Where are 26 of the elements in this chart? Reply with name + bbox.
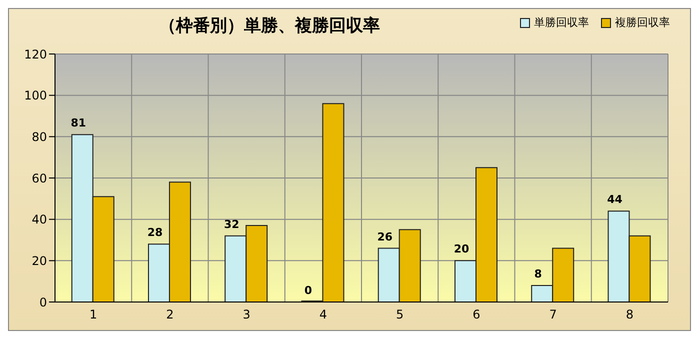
y-tick-label: 20 [32,254,47,268]
y-tick-label: 100 [24,88,47,103]
data-label: 28 [147,226,163,240]
y-tick-label: 40 [32,212,47,227]
y-tick-label: 80 [32,130,47,144]
x-tick-label: 3 [242,308,250,322]
x-tick-label: 8 [626,308,634,322]
data-label: 44 [607,193,623,206]
data-label: 0 [304,284,312,297]
y-tick-label: 60 [32,171,47,186]
data-label: 81 [70,116,86,130]
y-tick-label: 0 [39,295,47,310]
x-tick-label: 4 [319,308,328,322]
x-tick-label: 7 [549,308,557,322]
y-tick-label: 120 [24,47,47,62]
x-tick-label: 6 [472,308,480,322]
data-label: 26 [377,230,393,244]
legend-label: 複勝回収率 [615,15,670,30]
data-label: 32 [224,218,240,231]
x-tick-label: 1 [89,308,98,322]
chart-title: （枠番別）単勝、複勝回収率 [159,15,380,37]
data-label: 8 [534,267,542,280]
data-label: 20 [454,242,470,256]
x-tick-label: 2 [166,308,174,322]
legend-label: 単勝回収率 [534,15,589,30]
x-tick-label: 5 [396,308,404,322]
